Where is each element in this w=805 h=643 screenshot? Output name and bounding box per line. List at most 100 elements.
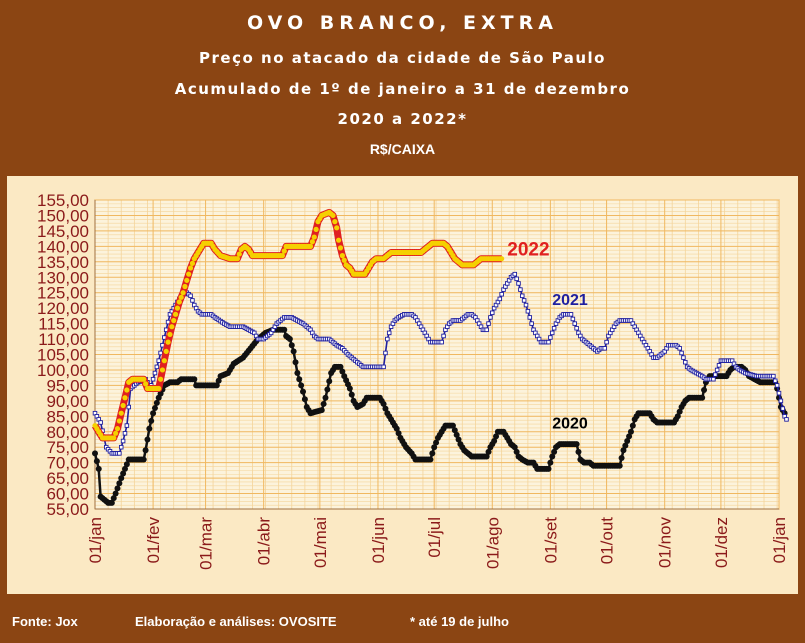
chart-subtitle-city: Preço no atacado da cidade de São Paulo — [199, 49, 606, 67]
x-tick-label: 01/jan — [86, 517, 105, 563]
series-2021-point — [490, 310, 495, 316]
series-2022-point — [178, 294, 184, 300]
series-2020-point — [110, 495, 117, 502]
y-tick-label: 110,00 — [38, 330, 89, 349]
series-2022-point — [169, 324, 175, 330]
series-2022-point — [337, 245, 344, 251]
y-tick-label: 125,00 — [37, 284, 89, 303]
series-2021-point — [188, 293, 193, 299]
series-2022-point — [174, 305, 181, 311]
series-2020-point — [382, 405, 389, 412]
series-2020-point — [433, 439, 440, 446]
y-tick-label: 150,00 — [37, 206, 89, 225]
series-2021-point — [516, 281, 521, 286]
y-tick-label: 85,00 — [46, 407, 89, 426]
chart-subtitle-period: Acumulado de 1º de janeiro a 31 de dezem… — [174, 80, 631, 98]
series-2020-point — [393, 425, 400, 432]
y-tick-label: 140,00 — [37, 237, 89, 256]
series-2020-point — [573, 441, 580, 448]
series-label-2022: 2022 — [507, 240, 549, 261]
x-tick-label: 01/dez — [712, 517, 731, 568]
series-2021-point — [98, 420, 103, 425]
series-2020-point — [286, 336, 293, 343]
series-2020-point — [298, 382, 305, 389]
series-2021-point — [602, 346, 607, 351]
series-2020-point — [114, 485, 121, 492]
series-2020-point — [191, 376, 198, 383]
series-2021-point — [778, 398, 784, 404]
series-2020-point — [153, 399, 160, 406]
x-tick-label: 01/abr — [255, 517, 274, 566]
y-tick-label: 130,00 — [37, 268, 89, 287]
series-2021-point — [152, 370, 158, 376]
series-2021-point — [716, 363, 722, 368]
series-2022-point — [122, 395, 128, 401]
series-2020-point — [123, 461, 130, 468]
series-2020-point — [449, 422, 456, 429]
series-2022-point — [313, 226, 319, 232]
x-tick-label: 01/jul — [425, 517, 444, 558]
series-2020-point — [121, 465, 128, 472]
series-2021-point — [780, 406, 785, 411]
series-2021-point — [488, 315, 493, 320]
footer-note: * até 19 de julho — [410, 614, 509, 629]
x-tick-label: 01/nov — [656, 517, 675, 569]
series-2020-point — [395, 430, 402, 437]
series-2020-point — [140, 456, 147, 463]
series-2022-point — [157, 376, 164, 382]
series-2020-point — [339, 368, 346, 375]
series-2020-point — [629, 422, 636, 429]
series-2020-point — [118, 475, 125, 482]
series-2020-point — [93, 458, 100, 465]
series-2021-point — [499, 291, 504, 297]
series-2021-point — [549, 330, 555, 336]
series-2022-point — [141, 376, 147, 382]
series-2021-point — [521, 298, 527, 303]
x-tick-label: 01/jun — [369, 517, 388, 563]
series-2022-point — [311, 234, 317, 240]
series-2020-point — [545, 465, 552, 472]
series-2020-point — [674, 413, 681, 420]
x-tick-label: 01/jan — [770, 517, 789, 563]
series-2021-point — [523, 302, 529, 308]
series-2021-point — [771, 373, 776, 379]
series-2022-point — [184, 277, 190, 283]
series-2021-point — [773, 378, 778, 384]
series-2021-point — [546, 339, 551, 345]
series-2022-point — [234, 256, 241, 262]
series-2020-point — [213, 382, 220, 389]
series-2020-point — [215, 377, 222, 384]
series-2020-point — [294, 370, 301, 377]
series-2020-point — [348, 391, 355, 398]
series-2021-point — [527, 315, 533, 320]
series-2020-point — [320, 400, 327, 407]
series-2020-point — [150, 410, 157, 417]
x-tick-label: 01/ago — [483, 517, 502, 569]
series-2020-point — [511, 444, 518, 451]
series-2022-point — [118, 410, 124, 416]
series-2020-point — [346, 385, 353, 392]
series-2022-point — [341, 257, 347, 263]
series-2021-point — [776, 390, 782, 396]
series-2022-point — [336, 237, 342, 243]
series-2021-point — [570, 316, 576, 322]
series-2022-point — [189, 260, 196, 266]
series-2021-point — [604, 339, 609, 345]
y-tick-label: 65,00 — [46, 469, 89, 488]
y-tick-label: 70,00 — [46, 454, 89, 473]
series-2022-point — [172, 311, 179, 317]
series-2022-point — [156, 385, 162, 392]
line-chart: 55,0060,0065,0070,0075,0080,0085,0090,00… — [37, 191, 789, 570]
series-2020-point — [324, 386, 331, 393]
series-2022-point — [161, 358, 167, 364]
x-tick-label: 01/out — [598, 517, 617, 565]
y-tick-label: 105,00 — [37, 346, 89, 365]
series-2020-point — [431, 444, 438, 451]
series-2022-point — [187, 265, 194, 271]
series-2020-point — [326, 378, 333, 385]
series-2022-point — [142, 381, 149, 387]
y-tick-label: 80,00 — [46, 423, 89, 442]
series-2022-point — [499, 256, 505, 262]
series-2020-point — [626, 433, 633, 440]
